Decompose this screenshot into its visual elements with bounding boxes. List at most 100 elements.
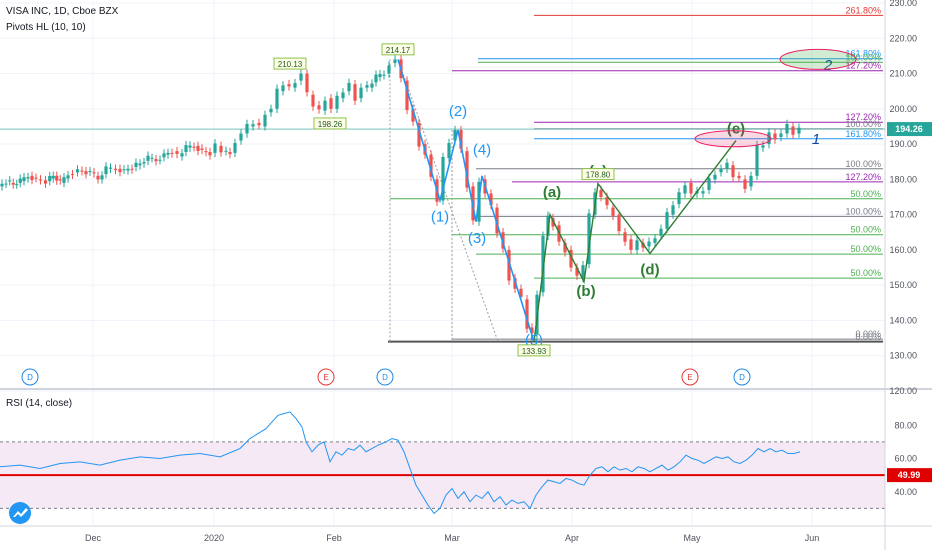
rsi-value-text: 49.99 bbox=[898, 470, 921, 480]
pivot-label-box bbox=[381, 43, 415, 56]
pivots-indicator-label[interactable]: Pivots HL (10, 10) bbox=[6, 22, 86, 33]
wave-label: (b) bbox=[576, 283, 595, 300]
fib-level-label: 100.00% bbox=[845, 119, 881, 129]
fib-level-label: 50.00% bbox=[850, 189, 881, 199]
candle-body bbox=[22, 177, 26, 182]
candle-body bbox=[196, 145, 200, 151]
price-axis-tick: 160.00 bbox=[889, 245, 917, 255]
candle-body bbox=[785, 123, 789, 134]
price-axis-tick: 130.00 bbox=[889, 351, 917, 361]
candle-body bbox=[263, 114, 267, 127]
event-marker-circle bbox=[733, 368, 751, 386]
tradingview-logo-mark bbox=[13, 508, 28, 517]
candle-body bbox=[701, 191, 705, 194]
last-price-badge bbox=[887, 122, 932, 137]
candle-body bbox=[605, 197, 609, 206]
candle-body bbox=[66, 175, 70, 179]
event-marker-circle bbox=[317, 368, 335, 386]
price-axis-tick: 190.00 bbox=[889, 139, 917, 149]
candle-body bbox=[188, 145, 192, 148]
candle-body bbox=[208, 152, 212, 156]
candle-body bbox=[677, 192, 681, 205]
candle-body bbox=[359, 87, 363, 99]
pivot-label-box bbox=[273, 57, 307, 70]
candle-body bbox=[158, 159, 162, 161]
candle-body bbox=[641, 242, 645, 248]
fib-level-label: 127.20% bbox=[845, 112, 881, 122]
pivot-label-text: 210.13 bbox=[278, 60, 303, 69]
candle-body bbox=[429, 154, 433, 177]
candle-body bbox=[311, 94, 315, 107]
candle-body bbox=[142, 162, 146, 164]
candle-body bbox=[175, 151, 179, 154]
price-axis-tick: 170.00 bbox=[889, 210, 917, 220]
wave-label: (2) bbox=[449, 103, 467, 120]
wave-label: 2 bbox=[823, 57, 833, 74]
pivot-label-text: 198.26 bbox=[318, 120, 343, 129]
target-zone-ellipse bbox=[779, 48, 857, 70]
candle-body bbox=[525, 299, 529, 329]
rsi-legend: RSI (14, close) bbox=[6, 398, 73, 409]
candle-body bbox=[113, 168, 118, 171]
candle-body bbox=[146, 155, 150, 161]
candle-body bbox=[447, 143, 451, 159]
rsi-line bbox=[0, 411, 801, 515]
candle-body bbox=[495, 207, 499, 234]
rsi-value-badge bbox=[887, 468, 932, 483]
candle-body bbox=[18, 178, 22, 183]
candle-body bbox=[70, 174, 75, 176]
fib-level-label: 161.80% bbox=[845, 129, 881, 139]
earnings-marker: E bbox=[687, 373, 692, 382]
candle-body bbox=[791, 126, 795, 135]
candle-body bbox=[58, 179, 62, 181]
rsi-indicator-label[interactable]: RSI (14, close) bbox=[6, 398, 73, 409]
candle-body bbox=[51, 175, 55, 179]
candle-body bbox=[200, 148, 204, 150]
candle-body bbox=[617, 214, 621, 232]
candle-body bbox=[761, 145, 765, 148]
symbol-title[interactable]: VISA INC, 1D, Cboe BZX bbox=[6, 6, 119, 17]
event-marker-circle bbox=[376, 368, 394, 386]
candle-body bbox=[653, 238, 657, 243]
time-axis-tick: Dec bbox=[85, 533, 102, 543]
candle-body bbox=[80, 170, 84, 172]
candle-body bbox=[88, 171, 92, 173]
candle-body bbox=[317, 105, 321, 110]
wave-label: (1) bbox=[431, 209, 449, 226]
candle-body bbox=[755, 145, 759, 176]
candle-body bbox=[30, 175, 34, 181]
candle-body bbox=[797, 127, 801, 134]
candle-body bbox=[204, 151, 208, 153]
candle-body bbox=[228, 152, 232, 155]
fib-level-label: 50.00% bbox=[850, 225, 881, 235]
wave-label: 1 bbox=[812, 131, 820, 148]
candle-body bbox=[323, 100, 327, 111]
price-axis-tick: 210.00 bbox=[889, 69, 917, 79]
candle-body bbox=[365, 85, 369, 88]
candle-body bbox=[251, 124, 255, 127]
candle-body bbox=[299, 73, 303, 81]
candle-body bbox=[233, 143, 237, 153]
candle-body bbox=[34, 177, 38, 179]
candle-body bbox=[665, 212, 669, 229]
fib-level-label: 100.00% bbox=[845, 52, 881, 62]
candle-body bbox=[341, 92, 345, 99]
candle-body bbox=[671, 205, 675, 215]
dividend-marker: D bbox=[27, 373, 33, 382]
candle-body bbox=[224, 150, 228, 152]
pivot-label-box bbox=[517, 344, 551, 357]
wave-label: (d) bbox=[640, 262, 659, 279]
candle-body bbox=[11, 182, 15, 185]
rsi-axis-tick: 60.00 bbox=[894, 454, 917, 464]
candle-body bbox=[767, 132, 771, 145]
candlesticks bbox=[0, 55, 801, 339]
candle-body bbox=[96, 175, 100, 180]
candle-body bbox=[713, 174, 717, 180]
candle-body bbox=[48, 176, 52, 182]
candle-body bbox=[719, 168, 723, 173]
candle-body bbox=[108, 167, 113, 169]
time-axis-tick: May bbox=[683, 533, 701, 543]
